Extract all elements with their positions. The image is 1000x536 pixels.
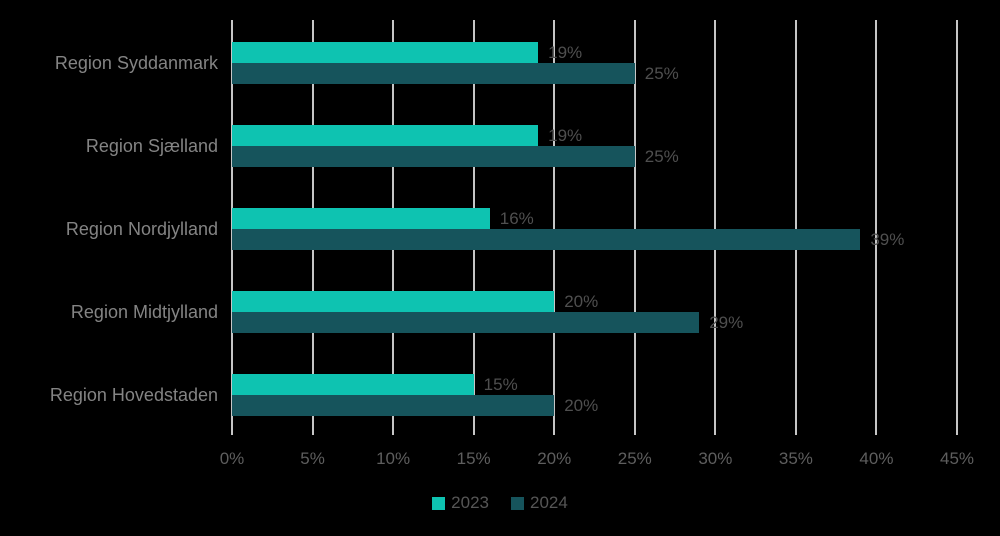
x-tick-label: 20% [537, 449, 572, 468]
category-label: Region Hovedstaden [49, 385, 218, 405]
bar-2023 [232, 374, 474, 395]
x-tick-label: 15% [456, 449, 491, 468]
category-label: Region Nordjylland [65, 219, 218, 239]
bar-row-2024: 39% [232, 229, 957, 250]
bar-2024 [232, 229, 861, 250]
bar-row-2023: 15% [232, 374, 957, 395]
x-tick-label: 30% [698, 449, 733, 468]
legend: 2023 2024 [0, 493, 1000, 513]
value-label: 29% [709, 313, 744, 332]
legend-swatch-icon [432, 496, 446, 510]
x-tick-label: 0% [219, 449, 245, 468]
bar-2024 [232, 63, 635, 84]
gridline [794, 20, 797, 435]
gridline [633, 20, 636, 435]
bar-row-2024: 25% [232, 63, 957, 84]
bar-2023 [232, 208, 490, 229]
bar-row-2023: 16% [232, 208, 957, 229]
x-tick-label: 40% [859, 449, 894, 468]
x-tick-label: 35% [778, 449, 813, 468]
bar-row-2023: 19% [232, 125, 957, 146]
x-axis: 0% 5% 10% 15% 20% 25% 30% 35% 40% 45% [220, 449, 974, 473]
x-tick-label: 10% [376, 449, 411, 468]
bar-2023 [232, 42, 539, 63]
gridline [714, 20, 717, 435]
x-tick-label: 5% [300, 449, 325, 468]
value-label: 16% [499, 209, 534, 228]
gridline [956, 20, 958, 435]
bar-2024 [232, 395, 555, 416]
value-label: 25% [644, 64, 679, 83]
value-label: 19% [548, 43, 583, 62]
legend-swatch-icon [511, 496, 524, 510]
category-label: Region Syddanmark [54, 53, 218, 73]
bar-2023 [232, 291, 555, 312]
bar-2024 [232, 146, 635, 167]
bar-row-2024: 29% [232, 312, 957, 333]
legend-item-2024: 2024 [511, 493, 568, 513]
value-label: 15% [483, 375, 518, 394]
legend-label: 2024 [530, 493, 568, 512]
bar-row-2024: 25% [232, 146, 957, 167]
value-label: 20% [564, 292, 599, 311]
gridline [553, 20, 556, 435]
value-label: 39% [870, 230, 905, 249]
plot-area: 19% 25% 19% 25% 16% 39% 20% 29% 15% 20% [231, 20, 958, 435]
legend-item-2023: 2023 [432, 493, 489, 513]
category-label: Region Sjælland [85, 136, 218, 156]
category-axis: Region Syddanmark Region Sjælland Region N… [0, 20, 218, 435]
legend-label: 2023 [451, 493, 489, 512]
bar-2024 [232, 312, 700, 333]
x-tick-label: 25% [617, 449, 652, 468]
value-label: 19% [548, 126, 583, 145]
bar-2023 [232, 125, 539, 146]
bar-row-2023: 20% [232, 291, 957, 312]
bar-row-2024: 20% [232, 395, 957, 416]
x-tick-label: 45% [939, 449, 975, 468]
bar-row-2023: 19% [232, 42, 957, 63]
value-label: 25% [644, 147, 679, 166]
category-label: Region Midtjylland [70, 302, 218, 322]
value-label: 20% [564, 396, 599, 415]
gridline [875, 20, 878, 435]
